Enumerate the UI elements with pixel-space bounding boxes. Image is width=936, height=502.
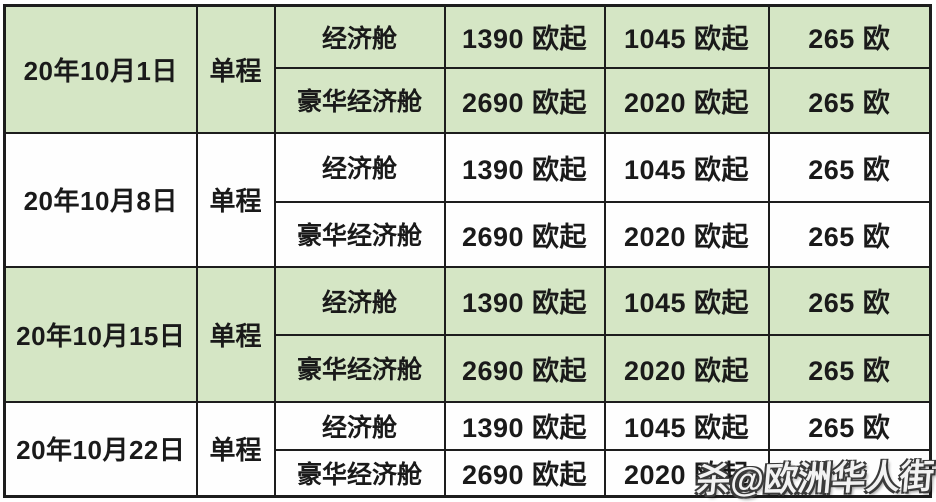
price-cell: 1045 欧起 (603, 131, 770, 203)
price-cell: 2690 欧起 (443, 66, 606, 134)
price-cell: 2020 欧起 (603, 448, 770, 498)
price-cell: 2690 欧起 (443, 333, 606, 403)
cabin-class-cell: 经济舱 (273, 131, 446, 203)
date-cell: 20年10月15日 (3, 265, 198, 403)
price-cell: 1390 欧起 (443, 131, 606, 203)
table-row: 20年10月22日 单程 经济舱 1390 欧起 1045 欧起 265 欧 (3, 400, 932, 498)
price-cell: 1045 欧起 (603, 400, 770, 451)
date-cell: 20年10月8日 (3, 131, 198, 268)
price-cell: 1045 欧起 (603, 4, 770, 69)
price-cell: 1390 欧起 (443, 4, 606, 69)
table-row: 豪华经济舱 2690 欧起 2020 欧起 265 欧 (5, 333, 932, 403)
table-row: 20年10月15日 单程 经济舱 1390 欧起 1045 欧起 265 欧 (3, 265, 932, 403)
table-row: 豪华经济舱 2690 欧起 2020 欧起 (5, 448, 932, 498)
price-cell: 2020 欧起 (603, 66, 770, 134)
price-cell: 2690 欧起 (443, 200, 606, 268)
price-cell: 2020 欧起 (603, 200, 770, 268)
trip-type-cell: 单程 (195, 4, 276, 134)
cabin-class-cell: 豪华经济舱 (273, 200, 446, 268)
row-group-oct22: 20年10月22日 单程 经济舱 1390 欧起 1045 欧起 265 欧 豪… (3, 400, 932, 498)
price-cell: 265 欧 (767, 333, 932, 403)
trip-type-cell: 单程 (195, 400, 276, 498)
row-group-oct8: 20年10月8日 单程 经济舱 1390 欧起 1045 欧起 265 欧 豪华… (3, 131, 932, 268)
price-cell (767, 448, 932, 498)
cabin-class-cell: 经济舱 (273, 265, 446, 336)
cabin-class-cell: 豪华经济舱 (273, 448, 446, 498)
price-cell: 265 欧 (767, 4, 932, 69)
table-row: 20年10月1日 单程 经济舱 1390 欧起 1045 欧起 265 欧 (3, 4, 932, 134)
flight-price-table-wrap: 20年10月1日 单程 经济舱 1390 欧起 1045 欧起 265 欧 豪华… (3, 4, 932, 498)
table-row: 豪华经济舱 2690 欧起 2020 欧起 265 欧 (5, 200, 932, 268)
row-group-oct15: 20年10月15日 单程 经济舱 1390 欧起 1045 欧起 265 欧 豪… (3, 265, 932, 403)
trip-type-cell: 单程 (195, 131, 276, 268)
cabin-class-cell: 豪华经济舱 (273, 333, 446, 403)
cabin-class-cell: 豪华经济舱 (273, 66, 446, 134)
price-cell: 2020 欧起 (603, 333, 770, 403)
price-cell: 265 欧 (767, 131, 932, 203)
cabin-class-cell: 经济舱 (273, 4, 446, 69)
price-cell: 1045 欧起 (603, 265, 770, 336)
trip-type-cell: 单程 (195, 265, 276, 403)
date-cell: 20年10月1日 (3, 4, 198, 134)
date-cell: 20年10月22日 (3, 400, 198, 498)
flight-price-table: 20年10月1日 单程 经济舱 1390 欧起 1045 欧起 265 欧 豪华… (3, 4, 932, 498)
table-row: 20年10月8日 单程 经济舱 1390 欧起 1045 欧起 265 欧 (3, 131, 932, 268)
price-cell: 265 欧 (767, 265, 932, 336)
price-cell: 265 欧 (767, 66, 932, 134)
price-cell: 1390 欧起 (443, 265, 606, 336)
price-cell: 1390 欧起 (443, 400, 606, 451)
table-row: 豪华经济舱 2690 欧起 2020 欧起 265 欧 (5, 66, 932, 134)
price-cell: 2690 欧起 (443, 448, 606, 498)
row-group-oct1: 20年10月1日 单程 经济舱 1390 欧起 1045 欧起 265 欧 豪华… (3, 4, 932, 134)
price-cell: 265 欧 (767, 400, 932, 451)
cabin-class-cell: 经济舱 (273, 400, 446, 451)
price-cell: 265 欧 (767, 200, 932, 268)
